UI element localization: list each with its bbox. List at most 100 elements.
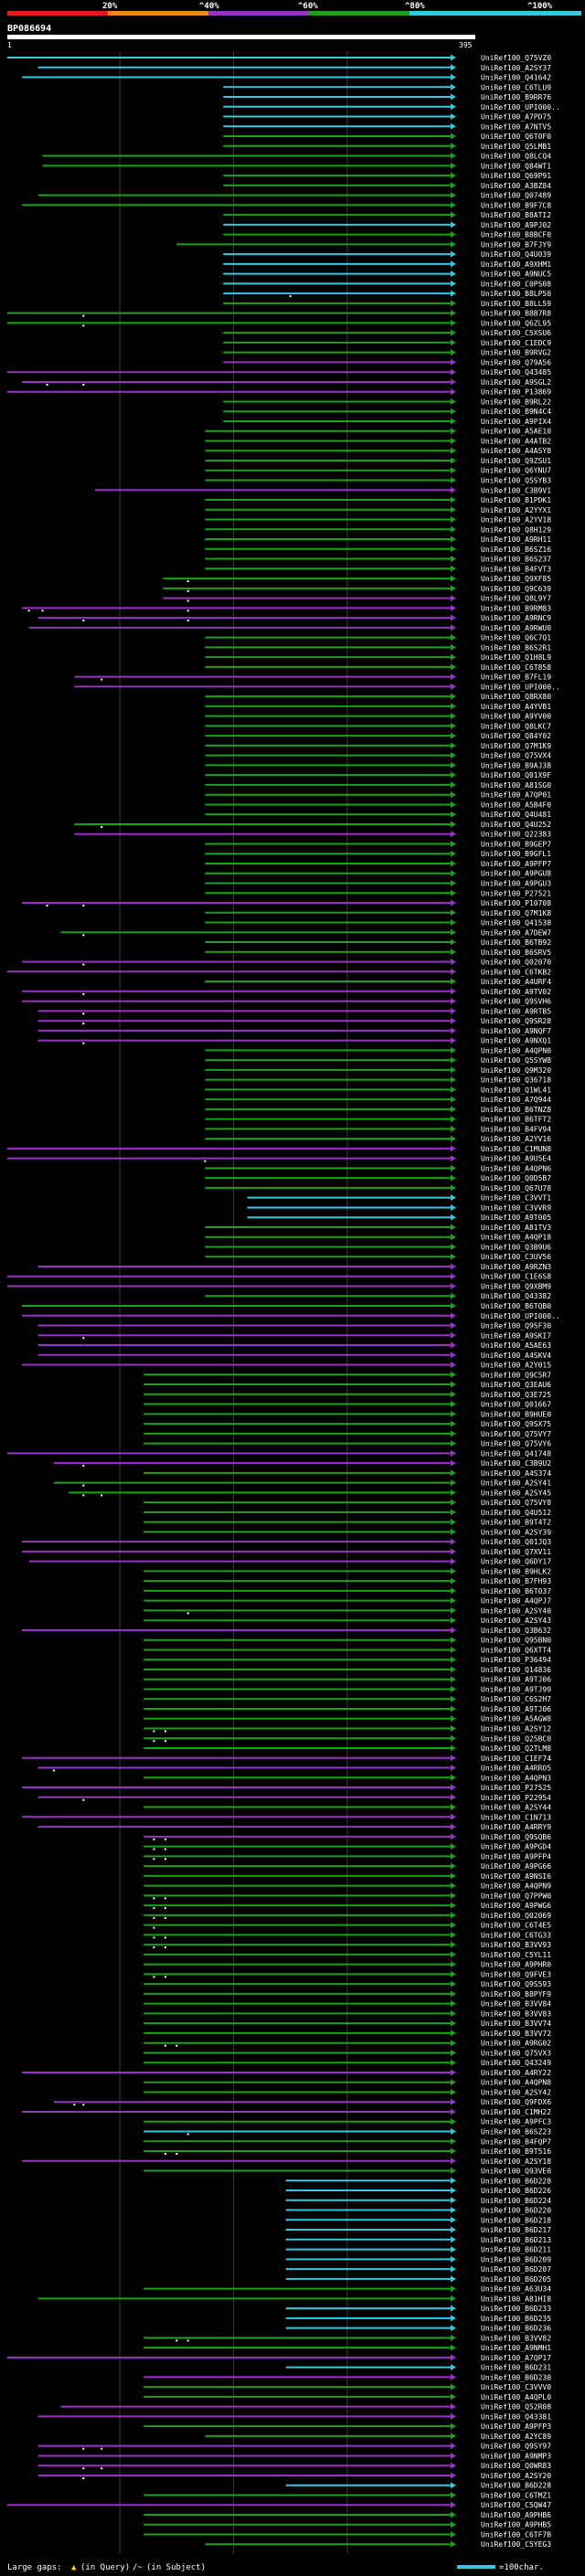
hit-row[interactable]: UniRef100_B3VV72 xyxy=(144,2030,551,2038)
hit-row[interactable]: UniRef100_Q9FVE3 xyxy=(144,1970,551,1978)
hit-row[interactable]: UniRef100_P27525 xyxy=(22,1784,551,1792)
hit-row[interactable]: UniRef100_C1E6S8 xyxy=(7,1273,551,1281)
hit-row[interactable]: UniRef100_B6D228 xyxy=(285,2177,552,2185)
hit-row[interactable]: UniRef100_B6T037 xyxy=(144,1587,551,1595)
hit-row[interactable]: UniRef100_Q5SYB3 xyxy=(205,477,551,485)
hit-row[interactable]: UniRef100_Q02069 xyxy=(144,1912,551,1920)
hit-row[interactable]: UniRef100_C6TKB2 xyxy=(7,968,551,976)
hit-row[interactable]: UniRef100_A9XHM1 xyxy=(223,260,551,269)
hit-label[interactable]: UniRef100_B6SZ23 xyxy=(481,2127,551,2136)
hit-row[interactable]: UniRef100_B9T4T2 xyxy=(144,1519,551,1527)
hit-label[interactable]: UniRef100_B4FVT3 xyxy=(481,565,551,573)
hit-label[interactable]: UniRef100_Q3B632 xyxy=(481,1627,551,1635)
hit-row[interactable]: UniRef100_Q9SY97 xyxy=(37,2443,552,2451)
hit-label[interactable]: UniRef100_A2YYX1 xyxy=(481,506,551,514)
hit-row[interactable]: UniRef100_A81TV3 xyxy=(205,1224,551,1232)
hit-row[interactable]: UniRef100_A2YC89 xyxy=(205,2433,551,2441)
hit-label[interactable]: UniRef100_Q7M1K9 xyxy=(481,742,551,750)
hit-label[interactable]: UniRef100_B9N4C4 xyxy=(481,408,551,416)
hit-label[interactable]: UniRef100_Q9XBM9 xyxy=(481,1282,551,1290)
hit-label[interactable]: UniRef100_A2SY42 xyxy=(481,2088,551,2096)
hit-label[interactable]: UniRef100_A4QPL0 xyxy=(481,2393,551,2401)
hit-row[interactable]: UniRef100_A4QPN0 xyxy=(205,1046,551,1055)
hit-row[interactable]: UniRef100_Q95BN0 xyxy=(144,1637,551,1645)
hit-label[interactable]: UniRef100_C3B9V1 xyxy=(481,486,551,494)
hit-row[interactable]: UniRef100_A2SY20 xyxy=(37,2472,552,2480)
hit-row[interactable]: UniRef100_A9RZN3 xyxy=(37,1263,552,1271)
hit-row[interactable]: UniRef100_A2SY43 xyxy=(144,1617,551,1625)
hit-label[interactable]: UniRef100_Q36718 xyxy=(481,1076,551,1085)
hit-label[interactable]: UniRef100_A9PFP3 xyxy=(481,2422,551,2431)
hit-label[interactable]: UniRef100_A7QP17 xyxy=(481,2354,551,2362)
hit-label[interactable]: UniRef100_Q7XV11 xyxy=(481,1548,551,1556)
hit-label[interactable]: UniRef100_A2SY12 xyxy=(481,1725,551,1733)
hit-row[interactable]: UniRef100_Q36718 xyxy=(205,1076,551,1085)
hit-label[interactable]: UniRef100_A2SY41 xyxy=(481,1479,551,1488)
hit-label[interactable]: UniRef100_A2YV18 xyxy=(481,516,551,525)
hit-row[interactable]: UniRef100_A4RY22 xyxy=(22,2069,551,2077)
hit-row[interactable]: UniRef100_B7FL19 xyxy=(74,673,551,682)
hit-row[interactable]: UniRef100_B6D218 xyxy=(285,2216,552,2224)
hit-row[interactable]: UniRef100_B9AJ38 xyxy=(205,761,551,769)
hit-label[interactable]: UniRef100_P36494 xyxy=(481,1656,551,1664)
hit-row[interactable]: UniRef100_B9HUE0 xyxy=(144,1410,551,1418)
hit-label[interactable]: UniRef100_Q6DY17 xyxy=(481,1558,551,1566)
hit-row[interactable]: UniRef100_B9N4C4 xyxy=(223,408,551,416)
hit-label[interactable]: UniRef100_A9NMP3 xyxy=(481,2452,551,2460)
hit-row[interactable]: UniRef100_A2SY40 xyxy=(144,1606,551,1615)
hit-label[interactable]: UniRef100_B9HUE0 xyxy=(481,1410,551,1418)
hit-row[interactable]: UniRef100_A2SY18 xyxy=(22,2157,551,2166)
hit-row[interactable]: UniRef100_B6TB92 xyxy=(205,938,551,947)
hit-label[interactable]: UniRef100_A9RWU0 xyxy=(481,624,551,632)
hit-label[interactable]: UniRef100_A2SY43 xyxy=(481,1617,551,1625)
hit-row[interactable]: UniRef100_Q1H8L9 xyxy=(205,653,551,662)
hit-label[interactable]: UniRef100_B9GFL1 xyxy=(481,850,551,858)
hit-row[interactable]: UniRef100_P10708 xyxy=(22,899,551,907)
hit-label[interactable]: UniRef100_B6D213 xyxy=(481,2236,551,2244)
hit-label[interactable]: UniRef100_A9PHR0 xyxy=(481,1961,551,1969)
hit-row[interactable]: UniRef100_Q07489 xyxy=(37,192,552,200)
hit-row[interactable]: UniRef100_Q4U512 xyxy=(144,1509,551,1517)
hit-row[interactable]: UniRef100_C1MUN8 xyxy=(7,1145,551,1153)
hit-row[interactable]: UniRef100_A7NTV5 xyxy=(223,122,551,131)
hit-row[interactable]: UniRef100_B4FQP7 xyxy=(144,2137,551,2146)
hit-row[interactable]: UniRef100_B3VV93 xyxy=(144,1941,551,1949)
hit-row[interactable]: UniRef100_A9PFP3 xyxy=(144,2422,551,2431)
hit-label[interactable]: UniRef100_B6D224 xyxy=(481,2197,551,2205)
hit-label[interactable]: UniRef100_A9RZN3 xyxy=(481,1263,551,1271)
hit-row[interactable]: UniRef100_Q69P91 xyxy=(223,172,551,180)
hit-row[interactable]: UniRef100_P13869 xyxy=(7,388,551,397)
hit-row[interactable]: UniRef100_B9GFL1 xyxy=(205,850,551,858)
hit-row[interactable]: UniRef100_Q9SVH6 xyxy=(22,998,551,1006)
hit-label[interactable]: UniRef100_Q84Y02 xyxy=(481,732,551,740)
hit-row[interactable]: UniRef100_B6D209 xyxy=(285,2255,552,2263)
hit-label[interactable]: UniRef100_Q6ZL95 xyxy=(481,319,551,327)
hit-row[interactable]: UniRef100_Q3E725 xyxy=(144,1391,551,1399)
hit-row[interactable]: UniRef100_Q8L9Y7 xyxy=(163,595,551,603)
hit-row[interactable]: UniRef100_A4SKV4 xyxy=(37,1352,552,1360)
hit-label[interactable]: UniRef100_A63U34 xyxy=(481,2285,551,2294)
hit-label[interactable]: UniRef100_Q4U481 xyxy=(481,811,551,819)
hit-row[interactable]: UniRef100_C5QW47 xyxy=(7,2501,551,2509)
hit-label[interactable]: UniRef100_A9PHB6 xyxy=(481,2511,551,2519)
hit-row[interactable]: UniRef100_B8B7R8 xyxy=(7,310,551,318)
hit-row[interactable]: UniRef100_Q7M1K8 xyxy=(205,909,551,917)
hit-row[interactable]: UniRef100_Q3EAU6 xyxy=(144,1381,551,1389)
hit-label[interactable]: UniRef100_Q69P91 xyxy=(481,172,551,180)
hit-row[interactable]: UniRef100_B6D228 xyxy=(285,2482,552,2490)
hit-label[interactable]: UniRef100_Q6XTT4 xyxy=(481,1646,551,1654)
hit-label[interactable]: UniRef100_C6T4E5 xyxy=(481,1922,551,1930)
hit-row[interactable]: UniRef100_B6TQB0 xyxy=(22,1302,551,1310)
hit-label[interactable]: UniRef100_A81SG0 xyxy=(481,781,551,790)
hit-row[interactable]: UniRef100_P22954 xyxy=(37,1794,552,1802)
hit-row[interactable]: UniRef100_Q9C639 xyxy=(163,585,551,593)
hit-row[interactable]: UniRef100_A4QPN9 xyxy=(144,1882,551,1891)
hit-row[interactable]: UniRef100_A4QP18 xyxy=(205,1234,551,1242)
hit-label[interactable]: UniRef100_A9NUC5 xyxy=(481,270,551,279)
hit-row[interactable]: UniRef100_Q6C7Q1 xyxy=(205,634,551,642)
hit-row[interactable]: UniRef100_B8LL59 xyxy=(223,300,551,308)
hit-label[interactable]: UniRef100_B8BCF0 xyxy=(481,231,551,239)
hit-label[interactable]: UniRef100_A9YV00 xyxy=(481,713,551,721)
hit-label[interactable]: UniRef100_P27525 xyxy=(481,1784,551,1792)
hit-row[interactable]: UniRef100_A2SY42 xyxy=(144,2088,551,2096)
